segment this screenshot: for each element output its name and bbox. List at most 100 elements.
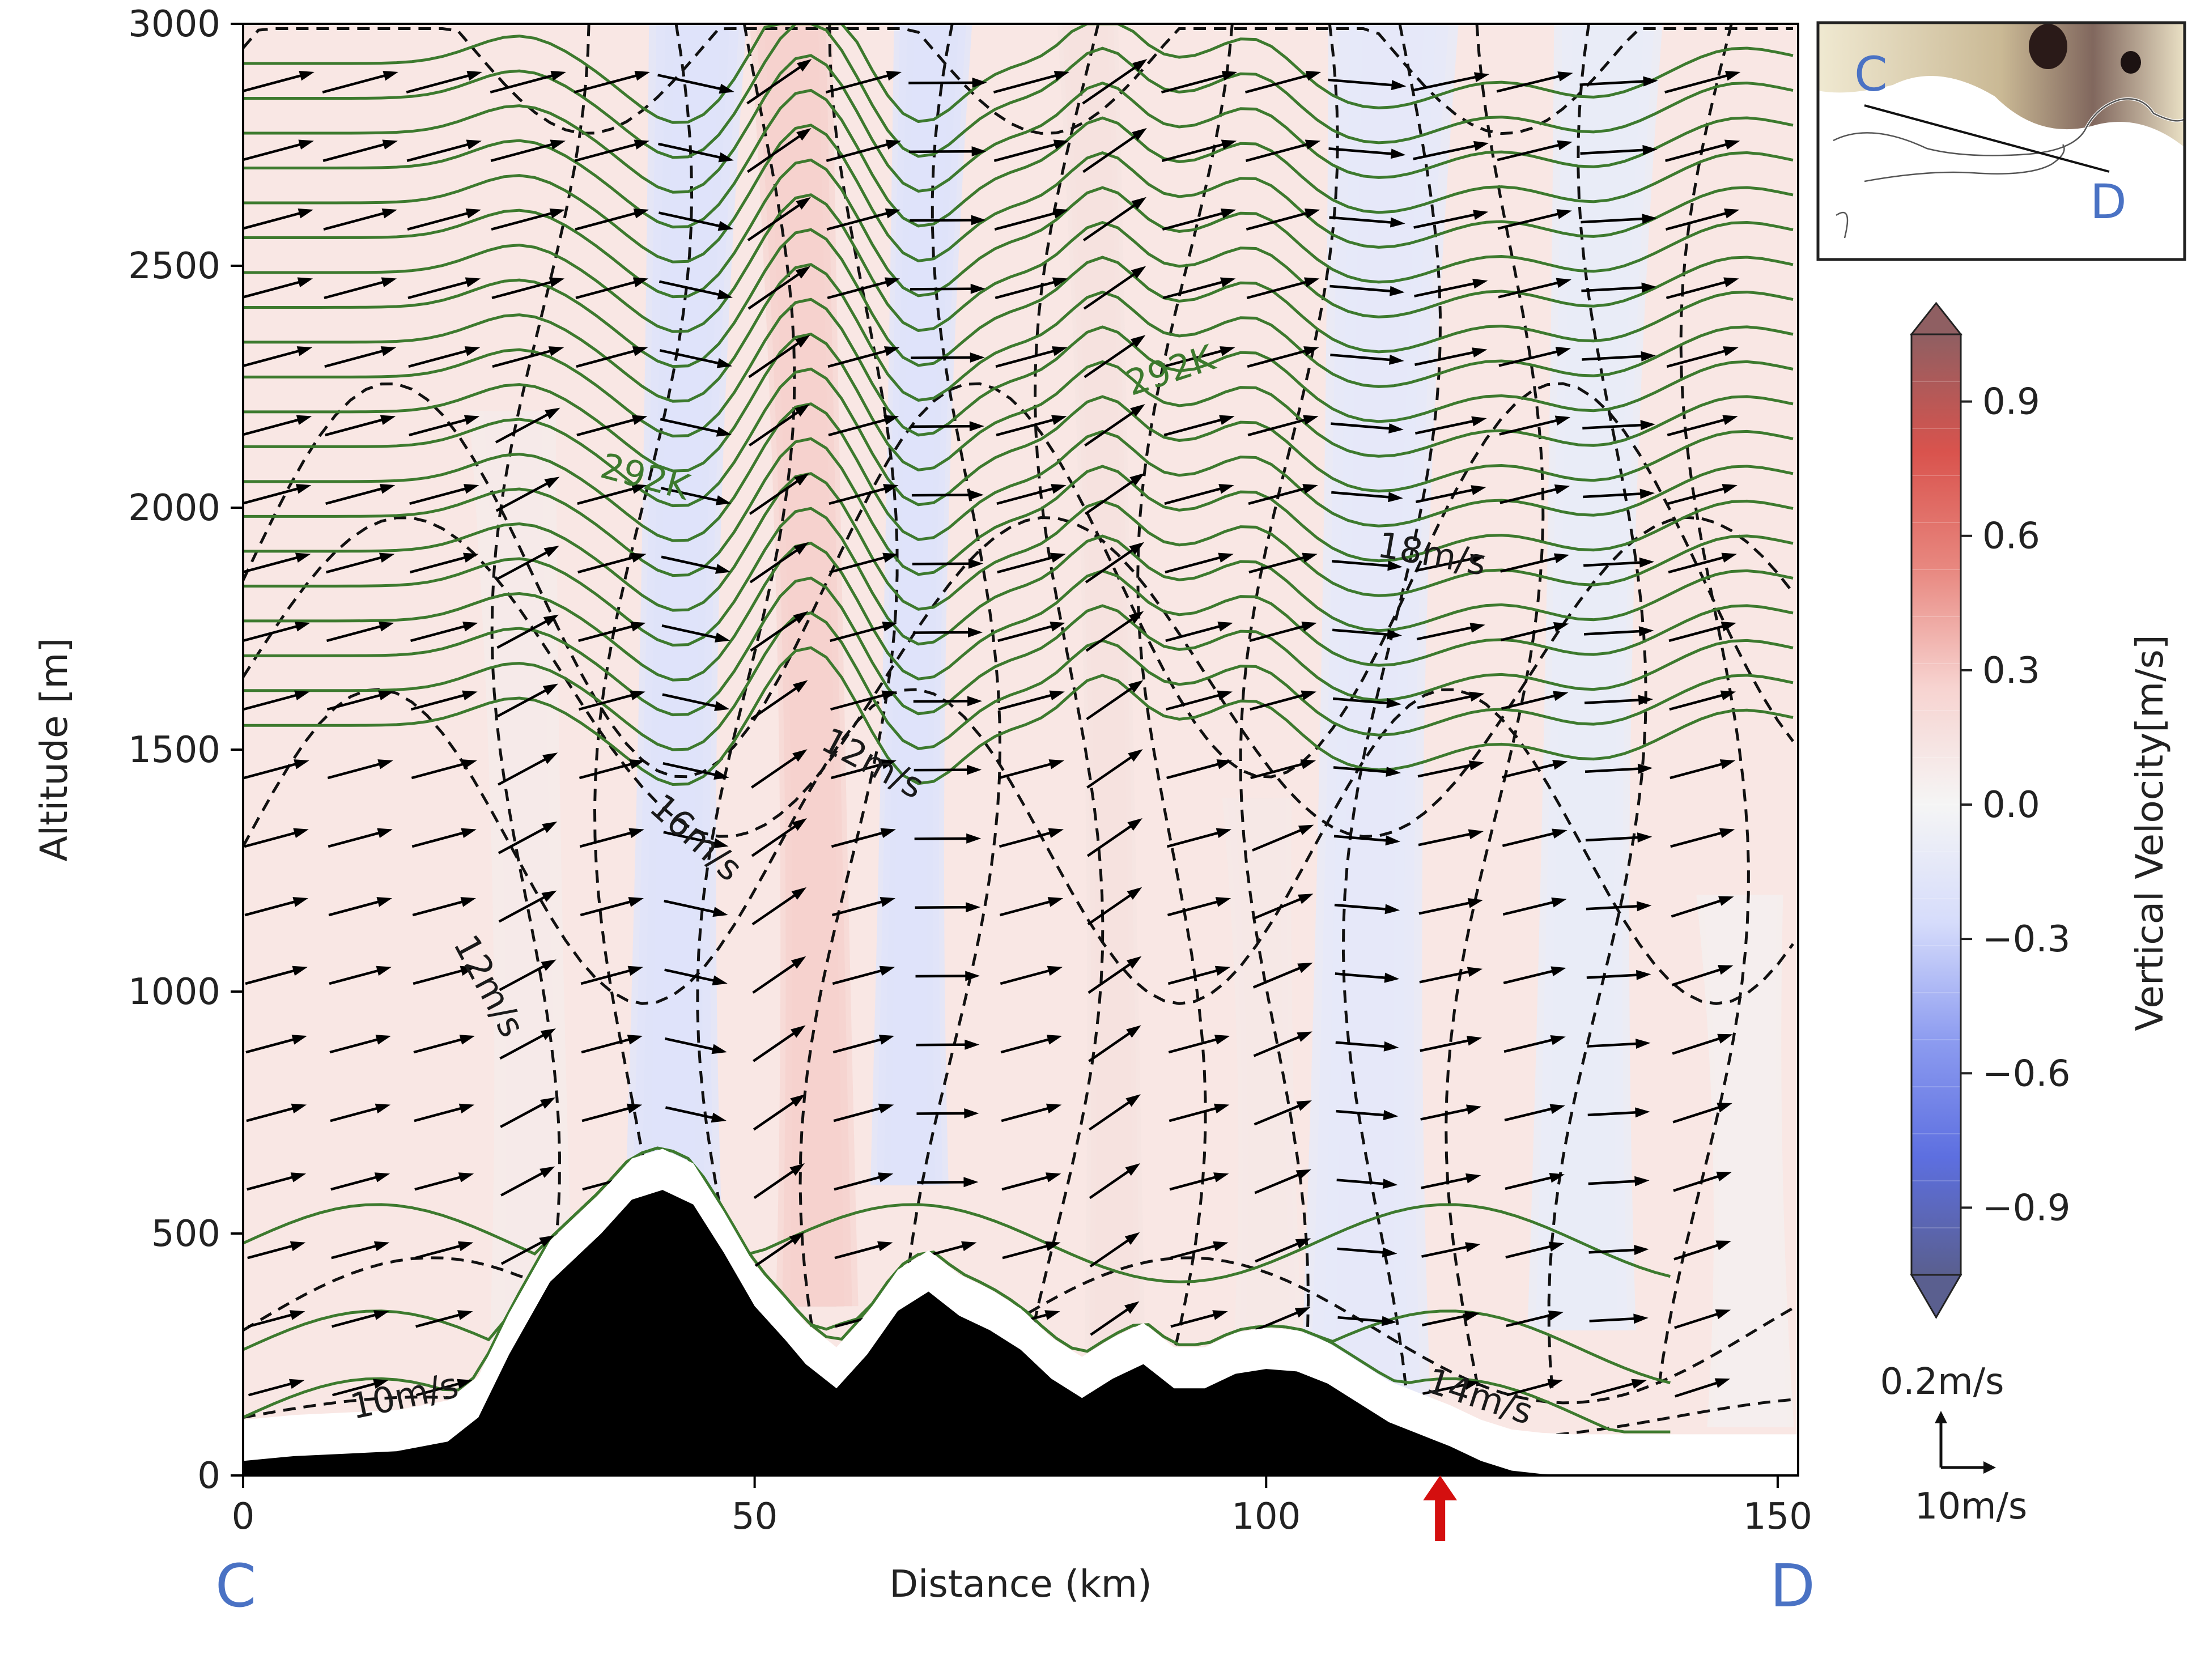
y-tick-label: 500	[151, 1213, 220, 1255]
wind-vector	[1497, 209, 1572, 230]
wind-vector	[243, 277, 313, 299]
wind-vector	[328, 828, 393, 848]
wind-vector	[914, 764, 982, 775]
wind-vector	[326, 552, 395, 574]
y-tick-label: 1500	[128, 729, 220, 771]
wind-vector	[912, 627, 983, 638]
y-tick-label: 2000	[128, 487, 220, 529]
wind-vector	[1420, 1104, 1482, 1121]
wind-vector	[1666, 277, 1739, 300]
wind-vector	[662, 693, 730, 711]
wind-vector	[1336, 1109, 1399, 1120]
wind-vector	[1665, 139, 1740, 162]
wind-vector	[752, 956, 806, 994]
wind-vector	[580, 966, 644, 985]
wind-vector	[1668, 552, 1737, 574]
wind-vector	[243, 552, 311, 573]
quiver-key: 0.2m/s 10m/s	[1880, 1361, 2027, 1528]
theta-contour	[243, 24, 1794, 124]
wind-vector	[1672, 1103, 1732, 1124]
wind-vector	[1247, 346, 1319, 368]
wind-vector	[746, 127, 812, 173]
wind-vector	[1089, 1094, 1141, 1131]
theta-contour	[243, 158, 1794, 299]
wind-vector	[1498, 278, 1571, 299]
wind-vector	[1168, 1035, 1230, 1054]
theta-contour	[243, 507, 1794, 647]
wind-vector	[1583, 557, 1655, 568]
wind-vector	[576, 415, 648, 437]
inset-map: C D	[1816, 21, 2186, 261]
wind-vector	[1255, 1238, 1311, 1263]
wind-vector	[749, 542, 809, 584]
wind-vector	[1506, 1379, 1563, 1397]
wind-vector	[496, 546, 559, 581]
colorbar-gradient	[1911, 334, 1961, 1275]
wind-vector	[409, 415, 480, 437]
wind-vector	[659, 349, 733, 368]
theta-contour	[243, 367, 1794, 508]
wind-vector	[1084, 335, 1146, 378]
wind-vector	[1086, 680, 1144, 721]
wind-vector	[575, 277, 649, 300]
wind-vector	[1162, 209, 1237, 231]
wind-vector	[908, 77, 987, 88]
wind-vector	[491, 277, 565, 300]
wind-vector	[325, 484, 396, 505]
wind-vector	[996, 484, 1067, 505]
theta-contour	[243, 472, 1794, 612]
wind-vector	[1418, 898, 1484, 915]
wind-vector	[1586, 901, 1652, 912]
theta-contour	[243, 402, 1794, 542]
wind-speed-contour	[1445, 24, 1545, 1389]
wind-vector	[1246, 277, 1320, 300]
wind-vector	[747, 197, 811, 241]
wind-vector	[1590, 1379, 1647, 1397]
wind-vector	[1414, 347, 1488, 366]
wind-vector	[659, 280, 733, 300]
wind-vector	[1414, 416, 1487, 435]
wind-vectors	[243, 59, 1741, 1398]
wind-vector	[1582, 351, 1656, 361]
wind-vector	[665, 1106, 727, 1123]
wind-vector	[1584, 695, 1654, 705]
vertical-velocity-field	[469, 24, 1794, 1427]
wind-vector	[1418, 829, 1484, 847]
inset-map-peak	[2121, 51, 2141, 74]
velocity-band	[1057, 24, 1145, 1355]
wind-vector	[751, 818, 807, 857]
wind-vector	[412, 897, 476, 917]
wind-vector	[660, 487, 732, 505]
wind-vector	[830, 622, 898, 643]
theta-contour	[243, 88, 1794, 229]
wind-vector	[1337, 1316, 1397, 1326]
wind-vector	[1087, 956, 1142, 994]
wind-vector	[495, 407, 560, 444]
wind-vector	[1165, 622, 1233, 643]
wind-vector	[663, 831, 729, 849]
wind-vector	[324, 346, 397, 368]
wind-vector	[1330, 354, 1404, 365]
wind-vector	[245, 1035, 308, 1054]
wind-vector	[406, 71, 482, 93]
wind-vector	[414, 1103, 475, 1122]
wind-vector	[331, 1241, 390, 1260]
colorbar: 0.9 0.6 0.3 0.0 −0.3 −0.6 −0.9	[1909, 301, 2070, 1319]
wind-vector	[658, 142, 734, 163]
wind-vector	[1669, 690, 1736, 711]
wind-vector	[1167, 966, 1231, 985]
wind-vector	[323, 209, 398, 231]
wind-vector	[498, 890, 557, 923]
colorbar-tick-label: 0.6	[1982, 516, 2040, 558]
wind-vector	[1670, 759, 1736, 780]
wind-vector	[408, 346, 481, 368]
wind-vector	[828, 415, 899, 437]
wind-vector	[500, 1097, 556, 1128]
wind-vector	[747, 266, 811, 310]
wind-vector	[832, 966, 895, 985]
wind-vector	[1249, 622, 1317, 643]
wind-vector	[997, 552, 1066, 574]
wind-vector	[1331, 491, 1403, 503]
wind-vector	[1419, 967, 1483, 984]
wind-vector	[1335, 972, 1400, 983]
